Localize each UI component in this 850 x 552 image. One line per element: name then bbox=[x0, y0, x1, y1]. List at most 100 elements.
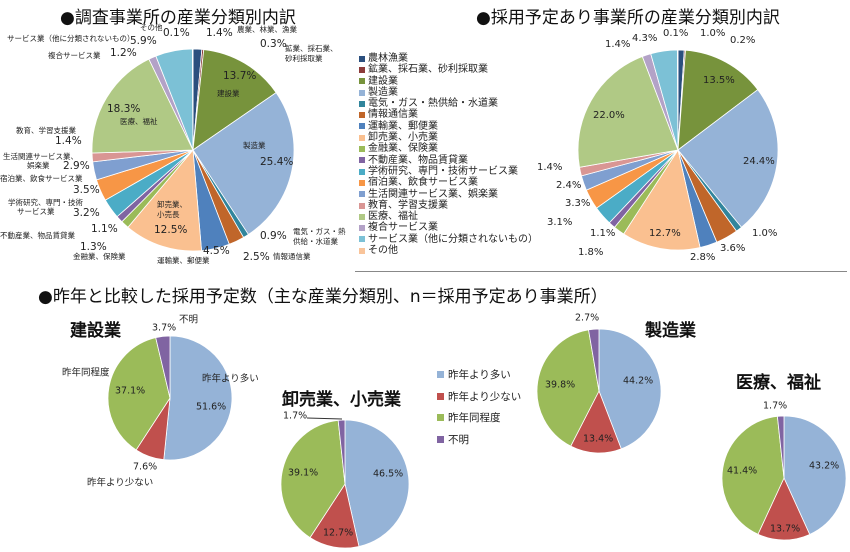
title-construction: 建設業 bbox=[70, 321, 121, 341]
slice-label: 医療、福祉 bbox=[120, 116, 158, 126]
value-label: 1.2% bbox=[110, 47, 137, 59]
slice-label: 不明 bbox=[179, 315, 198, 326]
value-label: 13.7% bbox=[223, 70, 256, 82]
slice-label: 娯楽業 bbox=[27, 160, 50, 170]
pie-slice bbox=[598, 328, 662, 450]
value-label: 39.1% bbox=[288, 468, 318, 479]
value-label: 25.4% bbox=[260, 156, 293, 168]
pie-slice bbox=[192, 49, 277, 151]
value-label: 3.7% bbox=[152, 323, 176, 334]
legend-swatch bbox=[359, 134, 365, 141]
legend-swatch bbox=[359, 247, 365, 254]
legend-swatch bbox=[437, 414, 444, 422]
value-label: 3.1% bbox=[547, 217, 572, 228]
slice-label: その他 bbox=[140, 22, 163, 32]
pie-wholesale-retail bbox=[280, 419, 410, 549]
legend-swatch bbox=[359, 225, 365, 232]
legend-item: 情報通信業 bbox=[359, 109, 538, 120]
legend-swatch bbox=[359, 202, 365, 209]
value-label: 12.7% bbox=[323, 528, 353, 539]
legend-label: 複合サービス業 bbox=[368, 222, 438, 234]
value-label: 4.3% bbox=[632, 33, 657, 44]
legend-label: 昨年より多い bbox=[448, 369, 511, 382]
legend-swatch bbox=[437, 392, 444, 400]
slice-label: 製造業 bbox=[243, 140, 266, 150]
legend-label: 昨年同程度 bbox=[448, 412, 501, 425]
slice-label: 情報通信業 bbox=[273, 251, 311, 261]
value-label: 3.6% bbox=[720, 243, 745, 254]
pie-medical-welfare bbox=[721, 415, 847, 541]
legend-swatch bbox=[437, 371, 444, 379]
legend-swatch bbox=[359, 146, 365, 153]
value-label: 2.4% bbox=[556, 180, 581, 191]
slice-label: 学術研究、専門・技術 bbox=[8, 197, 83, 207]
value-label: 13.7% bbox=[770, 524, 800, 535]
value-label: 4.5% bbox=[203, 245, 230, 257]
pie-slice bbox=[721, 415, 785, 535]
legend-swatch bbox=[359, 78, 365, 85]
legend-label: 情報通信業 bbox=[368, 109, 418, 121]
heading-comparison: ●昨年と比較した採用予定数（主な産業分類別、n＝採用予定あり事業所） bbox=[38, 287, 608, 307]
value-label: 1.4% bbox=[605, 39, 630, 50]
value-label: 46.5% bbox=[373, 469, 403, 480]
legend-label: 学術研究、専門・技術サービス業 bbox=[368, 165, 518, 177]
value-label: 1.4% bbox=[206, 27, 233, 39]
value-label: 3.3% bbox=[565, 198, 590, 209]
value-label: 22.0% bbox=[593, 110, 625, 121]
legend-item: 電気・ガス・熱供給・水道業 bbox=[359, 98, 538, 109]
value-label: 18.3% bbox=[107, 103, 140, 115]
slice-label: 運輸業、郵便業 bbox=[157, 255, 210, 265]
legend-swatch bbox=[359, 179, 365, 186]
slice-label: 昨年より多い bbox=[202, 373, 259, 385]
value-label: 1.1% bbox=[91, 223, 118, 235]
value-label: 44.2% bbox=[623, 376, 653, 387]
slice-label: 昨年より少ない bbox=[87, 477, 153, 489]
legend-industry: 農林漁業 鉱業、採石業、砂利採取業 建設業 製造業 電気・ガス・熱供給・水道業 情報通信業… bbox=[359, 53, 538, 256]
legend-item: 昨年より多い bbox=[437, 364, 521, 386]
value-label: 3.5% bbox=[73, 184, 100, 196]
value-label: 1.8% bbox=[578, 247, 603, 258]
heading-surveyed: ●調査事業所の産業分類別内訳 bbox=[60, 8, 296, 28]
pie-slice bbox=[344, 419, 410, 547]
value-label: 7.6% bbox=[133, 462, 157, 473]
legend-label: 運輸業、郵便業 bbox=[368, 120, 438, 132]
slice-label: 金融業、保険業 bbox=[73, 251, 126, 261]
legend-item: 昨年より少ない bbox=[437, 386, 521, 408]
slice-label: 電気・ガス・熱 bbox=[293, 226, 346, 236]
legend-item: その他 bbox=[359, 245, 538, 256]
value-label: 2.9% bbox=[63, 160, 90, 172]
leader-line bbox=[306, 417, 343, 420]
legend-label: 金融業、保険業 bbox=[368, 143, 438, 155]
legend-item: 医療、福祉 bbox=[359, 211, 538, 222]
legend-comparison: 昨年より多い昨年より少ない昨年同程度不明 bbox=[437, 364, 521, 450]
value-label: 12.5% bbox=[154, 224, 187, 236]
value-label: 1.7% bbox=[283, 411, 307, 422]
value-label: 0.9% bbox=[260, 230, 287, 242]
pie-slice bbox=[623, 148, 701, 251]
legend-item: 鉱業、採石業、砂利採取業 bbox=[359, 64, 538, 75]
slice-label: 小売長 bbox=[157, 209, 180, 219]
legend-label: その他 bbox=[368, 245, 398, 257]
value-label: 2.7% bbox=[575, 313, 599, 324]
divider bbox=[355, 271, 847, 272]
slice-label: 生活関連サービス業、 bbox=[3, 151, 78, 161]
pie-slice bbox=[677, 49, 759, 151]
value-label: 1.4% bbox=[537, 162, 562, 173]
value-label: 2.8% bbox=[690, 252, 715, 263]
legend-item: 建設業 bbox=[359, 76, 538, 87]
pie-slice bbox=[280, 419, 346, 539]
pie-slice bbox=[536, 329, 600, 447]
legend-item: 金融業、保険業 bbox=[359, 143, 538, 154]
slice-label: 昨年同程度 bbox=[62, 367, 110, 379]
legend-item: 不明 bbox=[437, 429, 521, 451]
pie-surveyed bbox=[91, 48, 295, 252]
legend-swatch bbox=[359, 100, 365, 107]
pie-manufacturing bbox=[536, 328, 662, 454]
slice-label: 教育、学習支援業 bbox=[16, 125, 76, 135]
slice-label: サービス業（他に分類されないもの） bbox=[7, 33, 135, 43]
value-label: 13.4% bbox=[583, 434, 613, 445]
legend-swatch bbox=[359, 213, 365, 220]
value-label: 0.3% bbox=[260, 38, 287, 50]
legend-label: 卸売業、小売業 bbox=[368, 132, 438, 144]
